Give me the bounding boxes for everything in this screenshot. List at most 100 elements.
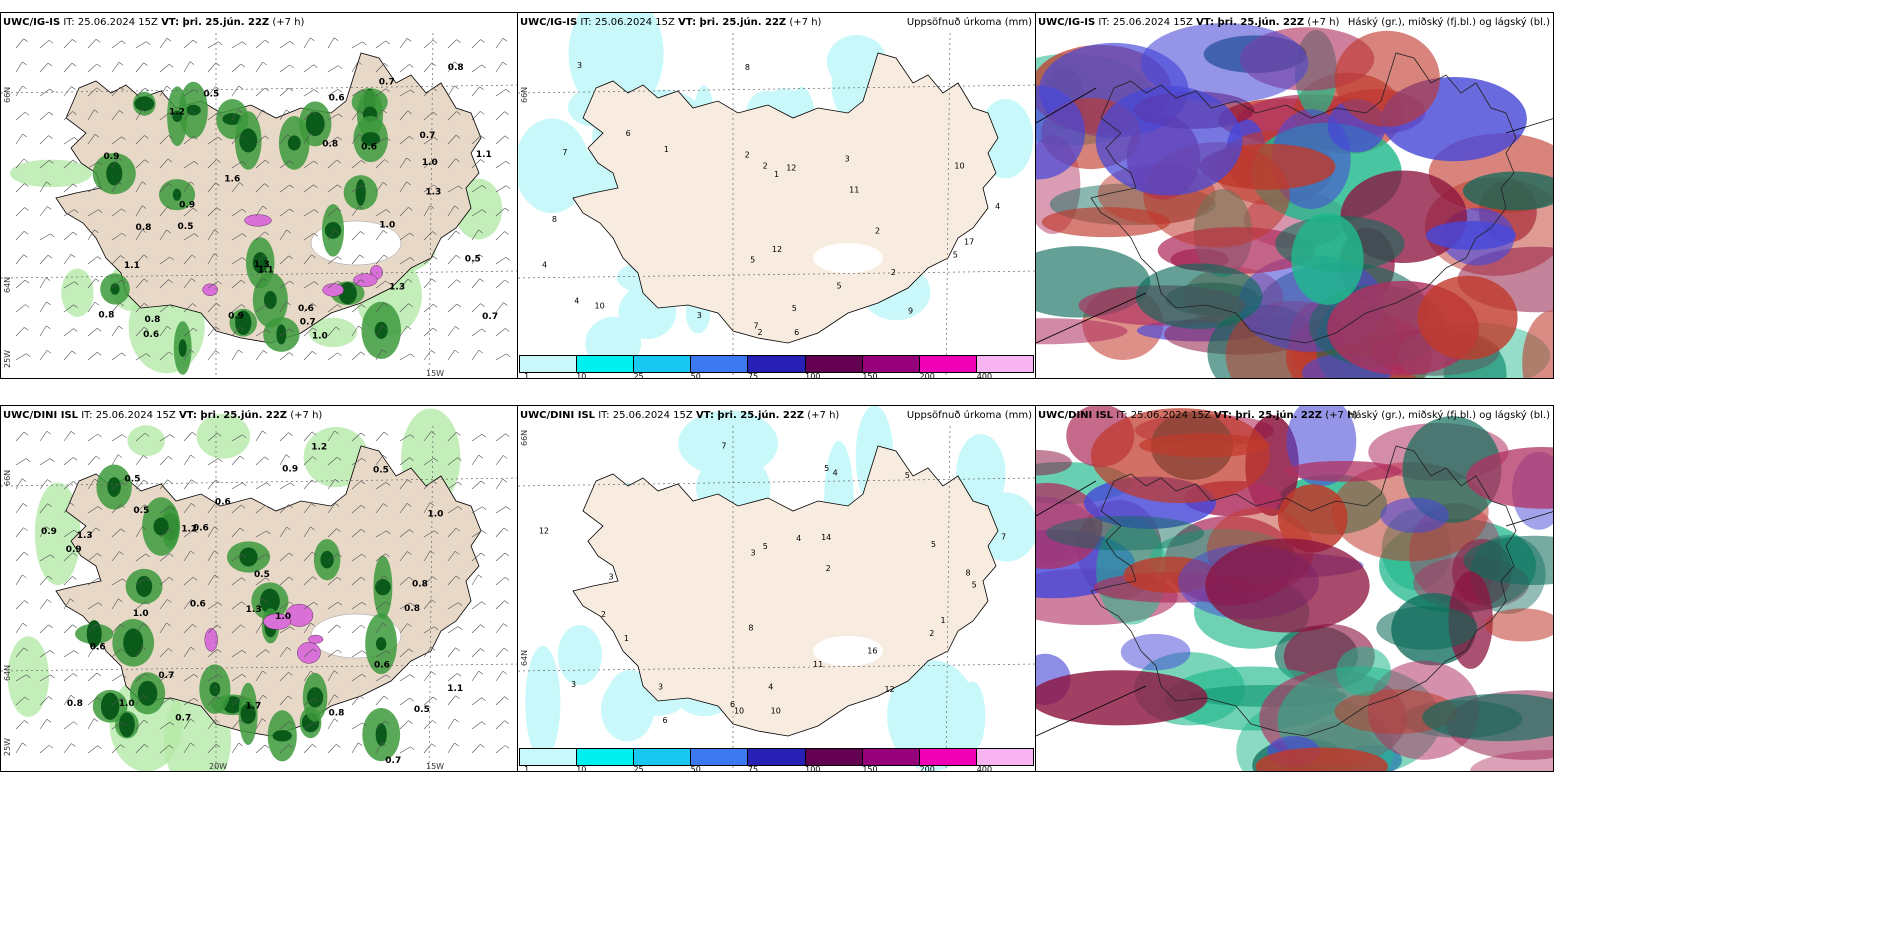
precip-value: 8 <box>748 623 753 632</box>
precip-value: 0.5 <box>125 475 141 485</box>
precip-value: 0.8 <box>144 315 160 325</box>
panel-field-title: Uppsöfnuð úrkoma (mm) <box>906 17 1032 28</box>
colorbar-swatch <box>919 749 977 765</box>
precip-value: 0.6 <box>361 142 377 152</box>
precip-value: 3 <box>845 155 850 164</box>
precip-value: 0.9 <box>282 465 298 475</box>
precip-value: 0.5 <box>203 89 219 99</box>
precip-value: 4 <box>833 468 838 477</box>
precip-value: 17 <box>964 238 974 247</box>
colorbar-tick-label: 50 <box>690 372 701 379</box>
precip-value: 1.0 <box>133 609 149 619</box>
precip-value: 0.9 <box>41 527 57 537</box>
map-panel-accumulated-precip-top: 2 4 5 3 2 1 4 3 6 8 2 5 12 10 11 17 7 10 12 9 6 5 8 4 3 2 1 5 7 2 UWC… <box>517 12 1036 379</box>
precip-value: 0.7 <box>175 714 191 724</box>
precip-value: 11 <box>813 660 823 669</box>
precip-value: 0.7 <box>379 78 395 88</box>
precip-value: 12 <box>786 163 796 172</box>
precip-colorbar <box>519 748 1034 766</box>
lat-label-66: 66N <box>3 86 12 103</box>
precip-value: 7 <box>753 321 758 330</box>
precip-value: 3 <box>658 683 663 692</box>
precip-value: 6 <box>794 328 799 337</box>
precip-value: 0.9 <box>179 200 195 210</box>
precip-value: 7 <box>562 148 567 157</box>
colorbar-swatch <box>577 749 635 765</box>
precip-value: 12 <box>885 685 895 694</box>
precip-value: 10 <box>595 302 605 311</box>
precip-value: 0.6 <box>190 599 206 609</box>
panel-title: UWC/IG-IS IT: 25.06.2024 15Z VT: þri. 25… <box>520 17 822 28</box>
iceland-outline <box>1090 445 1517 737</box>
panel-title: UWC/IG-IS IT: 25.06.2024 15Z VT: þri. 25… <box>3 17 305 28</box>
precip-value: 1.3 <box>254 260 270 270</box>
graticule <box>518 32 1035 378</box>
map-panel-wind-precip-top: 0.7 0.8 1.0 0.9 0.6 1.3 0.5 0.8 1.1 0.7 1.6 0.6 0.8 1… <box>0 12 518 379</box>
map-canvas: 0.8 1.0 0.5 0.6 0.7 1.2 0.9 0.5 1.7 0.6 1.0 0.8 0.9 1… <box>1 408 517 771</box>
precip-value: 0.7 <box>385 756 401 766</box>
precip-value: 0.7 <box>300 318 316 328</box>
precip-value: 2 <box>891 268 896 277</box>
lon-label-20: 20W <box>209 762 228 771</box>
precip-value: 9 <box>908 306 913 315</box>
precip-value: 1.0 <box>427 510 443 520</box>
colorbar-swatch <box>634 356 692 372</box>
precip-value: 2 <box>929 629 934 638</box>
precip-value: 1.3 <box>425 188 441 198</box>
colorbar-tick-label: 10 <box>576 765 587 772</box>
precip-value: 1.7 <box>245 701 261 711</box>
precip-value: 0.7 <box>482 312 498 322</box>
precip-value: 0.8 <box>412 580 428 590</box>
precip-value: 5 <box>824 464 829 473</box>
panel-title: UWC/DINI ISL IT: 25.06.2024 15Z VT: þri.… <box>1038 410 1358 421</box>
panel-title: UWC/DINI ISL IT: 25.06.2024 15Z VT: þri.… <box>520 410 840 421</box>
lat-label-64: 64N <box>3 276 12 293</box>
colorbar-swatch <box>805 749 863 765</box>
colorbar-swatch <box>691 749 749 765</box>
precip-value: 1 <box>774 170 779 179</box>
precip-value: 0.7 <box>158 671 174 681</box>
colorbar-tick-label: 100 <box>805 372 821 379</box>
colorbar-swatch <box>577 356 635 372</box>
colorbar-tick-label: 1 <box>524 765 530 772</box>
colorbar-swatch <box>520 749 578 765</box>
colorbar-tick-label: 50 <box>690 765 701 772</box>
map-panel-accumulated-precip-bottom: 4 5 3 2 1 6 5 8 12 10 11 7 5 14 16 3 2 12 10 5 4 3 6 8 7 2 1 3 4 5 UW… <box>517 405 1036 772</box>
precip-value: 3 <box>697 311 702 320</box>
colorbar-swatch <box>919 356 977 372</box>
lon-label-25: 25W <box>3 349 12 368</box>
precip-value: 8 <box>552 215 557 224</box>
precip-value: 0.8 <box>328 708 344 718</box>
precip-value: 0.8 <box>448 63 464 73</box>
precip-value: 0.5 <box>465 254 481 264</box>
colorbar-swatch <box>748 356 806 372</box>
colorbar-tick-label: 200 <box>919 765 935 772</box>
precip-value: 2 <box>745 150 750 159</box>
colorbar-tick-label: 10 <box>576 372 587 379</box>
map-panel-wind-precip-bottom: 0.8 1.0 0.5 0.6 0.7 1.2 0.9 0.5 1.7 0.6 1.0 0.8 0.9 1… <box>0 405 518 772</box>
map-panel-cloud-cover-bottom: UWC/DINI ISL IT: 25.06.2024 15Z VT: þri.… <box>1035 405 1554 772</box>
precip-value: 10 <box>734 707 744 716</box>
precip-value: 3 <box>571 680 576 689</box>
precip-value: 0.9 <box>228 312 244 322</box>
cloud-layers <box>1036 406 1553 771</box>
panel-title: UWC/DINI ISL IT: 25.06.2024 15Z VT: þri.… <box>3 410 323 421</box>
colorbar-ticks: 1 10 25 50 75 100 150 200 400 <box>519 372 1034 379</box>
precip-value: 3 <box>751 548 756 557</box>
precip-value: 0.5 <box>414 705 430 715</box>
precip-value: 6 <box>626 129 631 138</box>
lat-label-66: 66N <box>520 429 529 446</box>
colorbar-tick-label: 400 <box>976 765 993 772</box>
precip-value: 10 <box>771 707 781 716</box>
precip-value: 1.3 <box>77 531 93 541</box>
precip-value: 0.8 <box>135 223 151 233</box>
precip-value: 14 <box>821 533 831 542</box>
precip-value: 0.5 <box>373 465 389 475</box>
precip-value: 0.8 <box>67 699 83 709</box>
precip-value: 1.0 <box>119 699 135 709</box>
precip-value: 2 <box>763 161 768 170</box>
precip-value: 0.7 <box>419 131 435 141</box>
precip-value: 0.8 <box>404 604 420 614</box>
